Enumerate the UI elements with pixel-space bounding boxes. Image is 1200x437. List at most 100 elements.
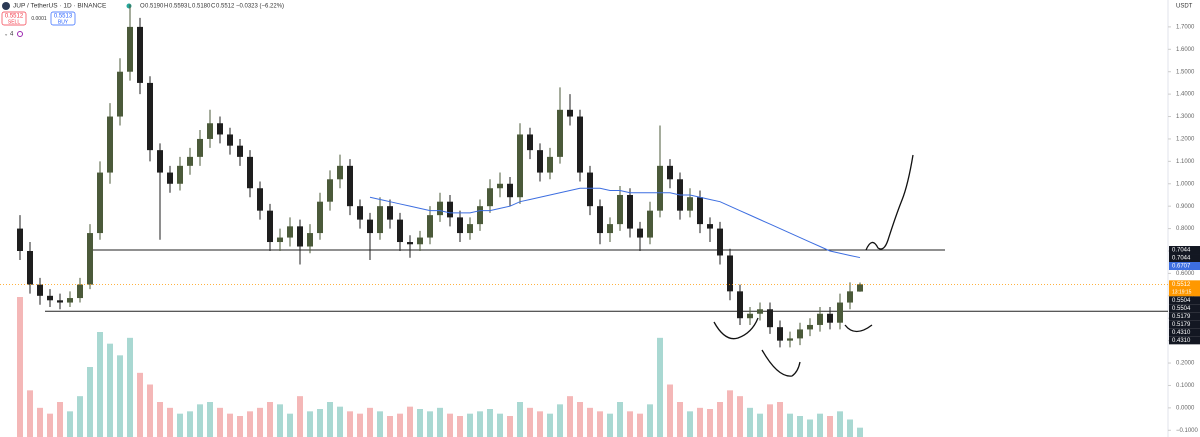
candle-body [747, 313, 753, 319]
candle-body [757, 309, 763, 314]
volume-bar [207, 402, 213, 437]
candle-body [67, 298, 73, 303]
volume-bar [497, 413, 503, 437]
drawn-curve [713, 317, 759, 340]
y-tick-label: 0.8000 [1176, 226, 1195, 232]
candle-body [167, 172, 173, 184]
volume-bar [597, 411, 603, 437]
price-tag [1169, 296, 1200, 305]
candle-body [727, 255, 733, 292]
candle-body [477, 206, 483, 225]
volume-bar [697, 407, 703, 437]
y-tick-label: 1.1000 [1176, 159, 1195, 165]
volume-bar [617, 402, 623, 437]
candle-body [527, 134, 533, 151]
volume-bar [507, 416, 513, 437]
volume-bar [807, 419, 813, 437]
candle-body [247, 156, 253, 189]
volume-bar [797, 416, 803, 437]
indicator-count[interactable]: 4 [10, 32, 14, 38]
y-tick-label: 1.5000 [1176, 69, 1195, 75]
candle-body [737, 291, 743, 319]
candle-body [347, 165, 353, 207]
price-tag-time: 13:19:15 [1172, 290, 1192, 296]
currency[interactable]: USDT [1176, 4, 1193, 10]
candle-body [417, 237, 423, 245]
candle-body [427, 215, 433, 238]
volume-bar [107, 343, 113, 437]
volume-bar [77, 396, 83, 437]
y-tick-label: 1.3000 [1176, 114, 1195, 120]
volume-bar [777, 402, 783, 437]
candle-body [47, 295, 53, 301]
volume-bar [97, 332, 103, 437]
candle-body [327, 179, 333, 202]
candle-body [777, 327, 783, 341]
volume-bar [237, 416, 243, 437]
candle-body [317, 201, 323, 234]
candle-body [127, 26, 133, 72]
sell-price: 0.5512 [5, 14, 24, 20]
ohlc-key: C [211, 4, 216, 10]
candle-body [507, 183, 513, 198]
price-tag-label: 0.7044 [1172, 256, 1191, 262]
candle-body [787, 338, 793, 341]
status-dot [126, 3, 132, 9]
ohlc-key: H [164, 4, 168, 10]
volume-bar [467, 413, 473, 437]
volume-bar [717, 402, 723, 437]
volume-bar [137, 372, 143, 437]
candle-body [287, 226, 293, 238]
indicator-icon[interactable] [17, 31, 23, 37]
price-tag [1169, 262, 1200, 271]
volume-bar [197, 404, 203, 437]
volume-bar [157, 402, 163, 437]
sell-button[interactable] [1, 11, 27, 26]
ohlc-value: 0.5593 [169, 4, 188, 10]
candle-body [337, 165, 343, 180]
y-tick-label: 0.9000 [1176, 204, 1195, 210]
candle-body [627, 194, 633, 229]
volume-bar [317, 409, 323, 437]
volume-bar [567, 396, 573, 437]
candle-body [397, 219, 403, 243]
price-tag-label: 0.5179 [1172, 314, 1191, 320]
volume-bar [427, 411, 433, 437]
ohlc-key: L [188, 4, 192, 10]
volume-bar [397, 413, 403, 437]
buy-button[interactable] [50, 11, 76, 26]
candle-body [577, 116, 583, 173]
volume-bar [147, 384, 153, 437]
volume-bar [117, 355, 123, 437]
candle-body [307, 233, 313, 247]
candle-body [207, 123, 213, 139]
price-tag-label: 0.5179 [1172, 322, 1191, 328]
volume-bar [647, 404, 653, 437]
volume-bar [417, 409, 423, 437]
volume-bar [67, 411, 73, 437]
candle-body [357, 206, 363, 220]
candle-body [97, 172, 103, 234]
volume-bar [817, 413, 823, 437]
y-tick-label: 1.2000 [1176, 137, 1195, 143]
candle-body [437, 201, 443, 216]
volume-bar [387, 416, 393, 437]
candle-body [717, 228, 723, 256]
drawn-curve [761, 349, 801, 377]
volume-bar [607, 413, 613, 437]
volume-bar [217, 407, 223, 437]
candle-body [557, 109, 563, 157]
price-tag [1169, 336, 1200, 345]
candle-body [277, 237, 283, 243]
ohlc-value: 0.5512 [216, 4, 235, 10]
candle-body [837, 302, 843, 323]
volume-bar [687, 411, 693, 437]
candle-body [367, 219, 373, 234]
price-tag-label: 0.5504 [1172, 306, 1191, 312]
candle-body [77, 284, 83, 299]
volume-bar [627, 411, 633, 437]
price-tag [1169, 304, 1200, 313]
candle-body [237, 145, 243, 157]
collapse-arrow[interactable]: ⌄ [4, 31, 8, 37]
